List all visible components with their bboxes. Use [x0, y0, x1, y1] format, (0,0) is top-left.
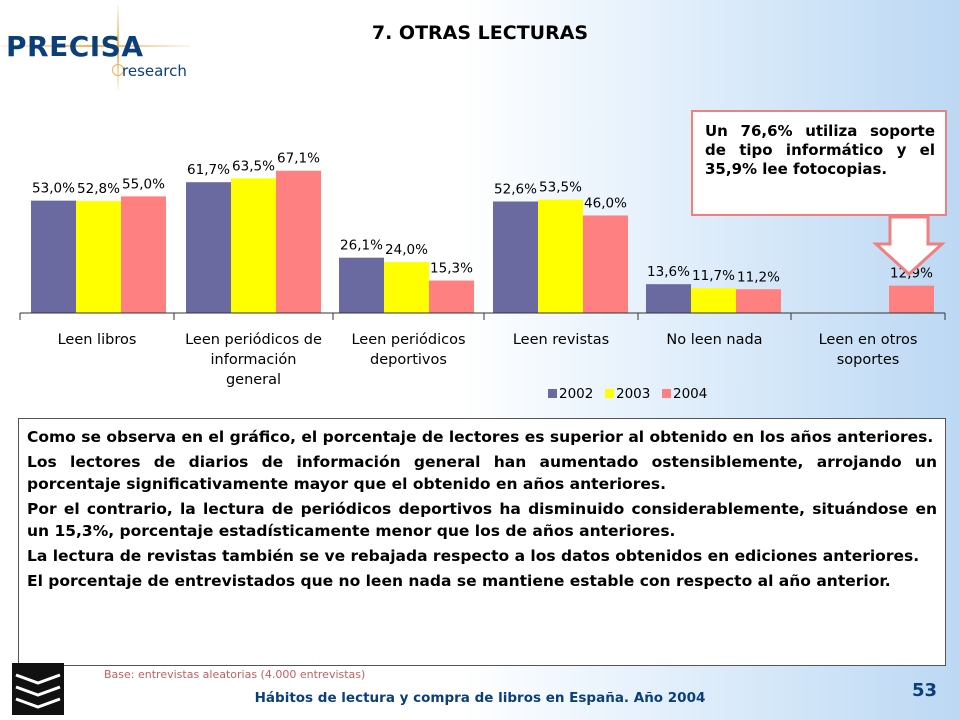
bar-2002 — [31, 200, 76, 313]
commentary-box: Como se observa en el gráfico, el porcen… — [18, 418, 946, 666]
legend-swatch-2002 — [548, 389, 557, 398]
logo-cross-horizontal — [0, 45, 190, 47]
data-label: 53,5% — [539, 180, 582, 196]
legend-label: 2003 — [616, 386, 650, 402]
category-label: No leen nada — [666, 332, 762, 348]
legend-swatch-2003 — [605, 389, 614, 398]
logo-circle — [112, 64, 124, 76]
bar-2004 — [276, 170, 321, 313]
commentary-paragraph: Como se observa en el gráfico, el porcen… — [27, 428, 934, 446]
data-label: 11,2% — [737, 269, 780, 285]
commentary-paragraph: La lectura de revistas también se ve reb… — [27, 547, 920, 565]
bar-2003 — [76, 201, 121, 313]
logo-cross-vertical — [117, 5, 119, 90]
commentary-paragraph: Por el contrario, la lectura de periódic… — [27, 500, 937, 540]
bar-2003 — [538, 199, 583, 313]
category-label: Leen periódicos deportivos — [351, 332, 465, 368]
logo-subtitle: research — [122, 62, 187, 80]
data-label: 61,7% — [187, 162, 230, 178]
category-label: Leen periódicos de información general — [185, 332, 322, 388]
bar-chart: 53,0% 52,8% 55,0% 61,7% 63,5% 67,1% 26,1% 24,0%… — [19, 151, 946, 402]
page-number: 53 — [912, 680, 938, 701]
data-label: 53,0% — [32, 181, 75, 197]
bar-2004 — [121, 196, 166, 313]
category-label: Leen libros — [58, 332, 137, 348]
data-label: 52,6% — [494, 181, 537, 197]
commentary-paragraph: Los lectores de diarios de información g… — [27, 453, 937, 493]
category-label: Leen revistas — [513, 332, 609, 348]
bar-2004 — [429, 280, 474, 313]
data-label: 24,0% — [385, 242, 428, 258]
bar-2002 — [493, 201, 538, 313]
data-label: 46,0% — [584, 195, 627, 211]
bar-2002 — [186, 182, 231, 313]
bar-2003 — [384, 262, 429, 313]
slide-title: 7. OTRAS LECTURAS — [371, 22, 589, 44]
data-label: 11,7% — [692, 268, 735, 284]
callout-box: Un 76,6% utiliza soporte de tipo informá… — [691, 110, 947, 216]
data-label: 67,1% — [277, 151, 320, 167]
data-label: 52,8% — [77, 181, 120, 197]
commentary-paragraph: El porcentaje de entrevistados que no le… — [27, 572, 891, 590]
category-label: Leen en otros soportes — [819, 332, 918, 368]
bar-2004 — [583, 215, 628, 313]
data-label: 15,3% — [430, 261, 473, 277]
data-label: 13,6% — [647, 264, 690, 280]
precisa-logo: PRECISA research — [0, 0, 200, 95]
callout-arrow-icon — [872, 215, 946, 277]
legend-swatch-2004 — [662, 389, 671, 398]
bar-2002 — [646, 284, 691, 313]
bar-2004 — [736, 289, 781, 313]
legend-label: 2004 — [673, 386, 707, 402]
data-label: 55,0% — [122, 176, 165, 192]
data-label: 63,5% — [232, 158, 275, 174]
footer-title: Hábitos de lectura y compra de libros en… — [254, 690, 706, 706]
book-logo-icon — [12, 663, 64, 715]
bar-2002 — [339, 257, 384, 313]
base-note: Base: entrevistas aleatorias (4.000 entr… — [104, 668, 366, 681]
bar-2003 — [691, 288, 736, 313]
bar-2004 — [889, 285, 934, 313]
legend-label: 2002 — [559, 386, 593, 402]
bar-2003 — [231, 178, 276, 313]
data-label: 26,1% — [340, 238, 383, 254]
logo-title: PRECISA — [6, 30, 144, 63]
